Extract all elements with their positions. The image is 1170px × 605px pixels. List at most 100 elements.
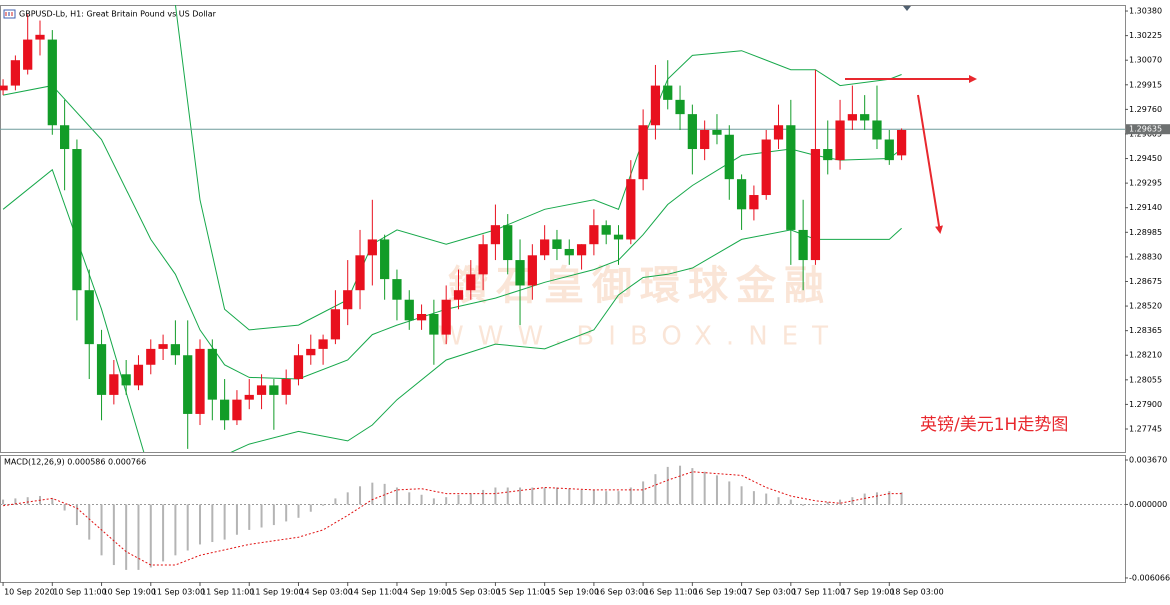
macd-bar	[679, 465, 682, 505]
macd-bar	[629, 487, 632, 505]
macd-bar	[519, 487, 522, 505]
macd-bar	[617, 491, 620, 505]
macd-label: MACD(12,26,9) 0.000586 0.000766	[4, 458, 146, 467]
macd-bar	[605, 491, 608, 505]
macd-bar	[691, 468, 694, 505]
candle-body	[170, 344, 181, 356]
candle-body	[847, 114, 857, 121]
candle-body	[860, 114, 870, 121]
candle-body	[244, 394, 254, 400]
y-tick-label: 1.28830	[1129, 252, 1162, 261]
candle-body	[736, 179, 747, 210]
macd-bar	[900, 492, 903, 505]
macd-bar	[346, 492, 349, 505]
candle-body	[650, 85, 661, 126]
candle-body	[786, 125, 796, 230]
macd-bar	[752, 491, 755, 505]
macd-bar	[186, 504, 189, 551]
x-tick-label: 17 Sep 11:00	[792, 588, 845, 597]
macd-bar	[543, 487, 546, 505]
macd-bar	[395, 487, 398, 505]
candle-body	[540, 239, 550, 256]
y-tick-label: 1.27900	[1129, 400, 1162, 409]
macd-bar	[802, 504, 805, 506]
candle-body	[416, 313, 427, 321]
candle-body	[220, 399, 230, 421]
candle-body	[392, 279, 402, 300]
macd-bar	[789, 499, 792, 505]
x-tick-label: 10 Sep 19:00	[103, 588, 156, 597]
candle-body	[515, 260, 525, 286]
macd-bar	[420, 494, 423, 505]
macd-bar	[199, 504, 202, 545]
y-tick-label: 1.28520	[1129, 302, 1162, 311]
candle-body	[724, 134, 734, 180]
macd-bar	[75, 504, 78, 526]
y-tick-label: 1.28210	[1129, 351, 1162, 360]
macd-bar	[285, 504, 288, 522]
candle-body	[478, 244, 488, 275]
candle-body	[72, 149, 82, 291]
annotation: 英镑/美元1H走势图	[920, 415, 1068, 435]
candle-body	[158, 344, 168, 349]
watermark: 鑽石皇御環球金融 WWW.BIBOX.NET	[438, 263, 828, 352]
macd-bar	[728, 481, 731, 505]
candle-body	[306, 348, 316, 356]
x-tick-label: 18 Sep 03:00	[890, 588, 943, 597]
macd-bar	[432, 498, 435, 505]
macd-bar	[211, 504, 214, 543]
x-tick-label: 14 Sep 19:00	[398, 588, 451, 597]
x-tick-label: 15 Sep 11:00	[496, 588, 549, 597]
candle-body	[564, 248, 574, 256]
macd-bar	[469, 493, 472, 505]
candle-body	[256, 385, 267, 395]
signal-line	[3, 471, 902, 566]
candle-body	[773, 125, 784, 140]
macd-bar	[445, 497, 448, 505]
macd-bar	[642, 481, 645, 505]
x-tick-label: 10 Sep 11:00	[53, 588, 106, 597]
macd-bar	[457, 494, 460, 505]
x-tick-label: 17 Sep 19:00	[841, 588, 894, 597]
x-tick-label: 14 Sep 03:00	[299, 588, 352, 597]
macd-bar	[740, 486, 743, 505]
macd-bar	[568, 488, 571, 505]
candle-body	[872, 120, 882, 140]
candle-body	[601, 225, 611, 235]
macd-bar	[223, 504, 226, 540]
candle-body	[453, 290, 464, 300]
candle-body	[687, 114, 697, 150]
y-tick-label: 1.28365	[1129, 326, 1162, 335]
y-tick-label: 1.30070	[1129, 56, 1162, 65]
last-price-label: 1.29635	[1129, 125, 1162, 134]
macd-bar	[260, 504, 263, 528]
candle-body	[404, 299, 414, 321]
candle-body	[798, 229, 808, 261]
candle-body	[207, 348, 217, 400]
shift-marker	[903, 6, 911, 11]
candle-body	[195, 348, 205, 414]
macd-bar	[112, 504, 115, 566]
main-plot	[0, 5, 1125, 452]
candle-body	[552, 239, 562, 249]
y-tick-label: 0.003670	[1129, 455, 1167, 464]
macd-bar	[863, 493, 866, 505]
candle-body	[896, 129, 907, 156]
candle-body	[10, 60, 21, 86]
band-line	[174, 5, 902, 331]
macd-bar	[506, 487, 509, 505]
y-tick-label: 1.29140	[1129, 203, 1162, 212]
y-tick-label: 1.27745	[1129, 424, 1162, 433]
candle-body	[293, 355, 304, 380]
candle-body	[330, 309, 341, 340]
macd-bar	[334, 498, 337, 505]
macd-bar	[383, 483, 386, 505]
y-tick-label: 1.29760	[1129, 105, 1162, 114]
macd-panel-frame	[0, 455, 1126, 583]
candle-body	[823, 149, 833, 161]
macd-bar	[826, 502, 829, 505]
y-tick-label: -0.006066	[1129, 573, 1170, 582]
candle-body	[146, 348, 156, 365]
candle-body	[663, 85, 673, 100]
